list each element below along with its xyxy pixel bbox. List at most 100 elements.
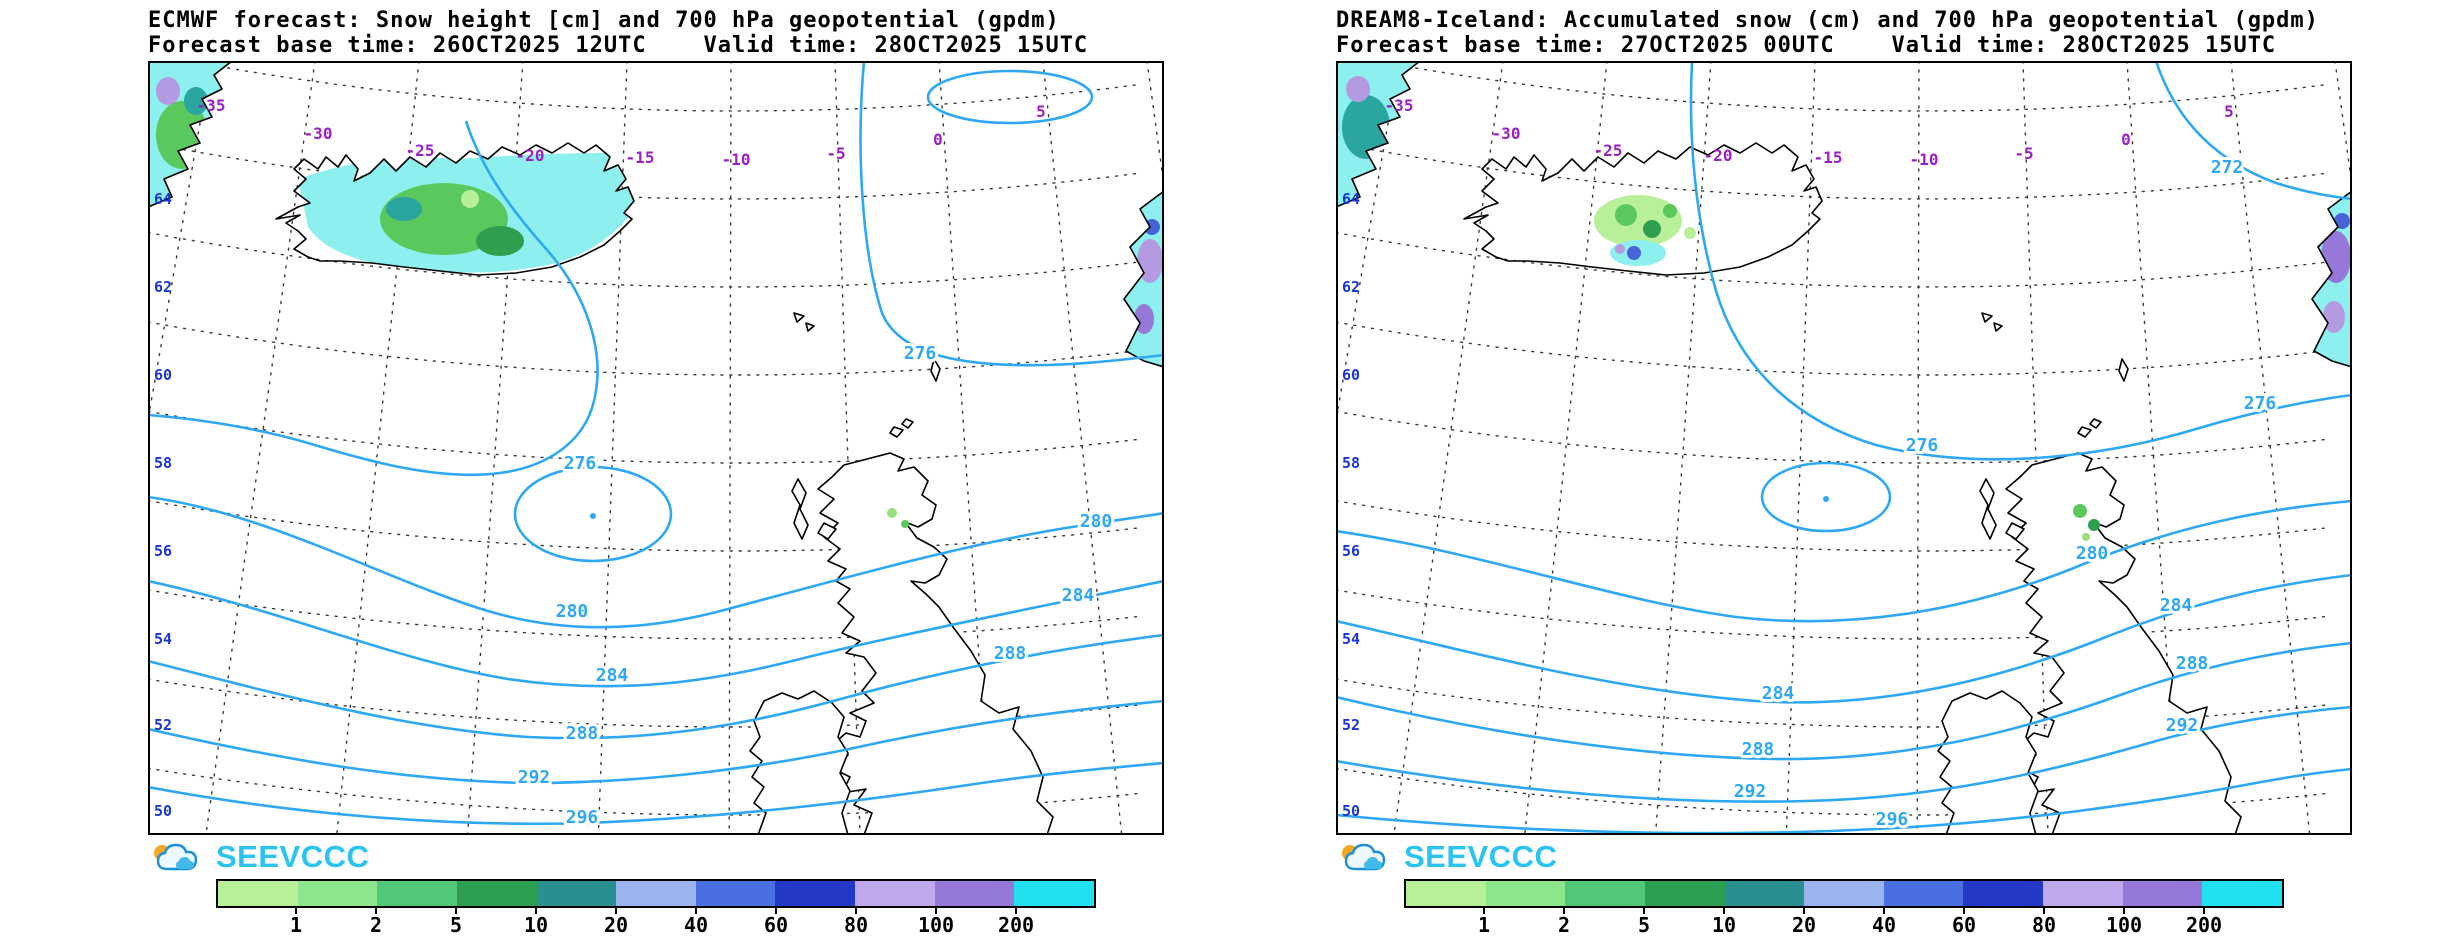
graticule-meridian [205, 61, 316, 836]
cloud-inner-icon [176, 857, 194, 870]
lat-label: 54 [1342, 630, 1360, 648]
colorbar-tick-mark [455, 906, 457, 915]
colorbar-tick-mark [1803, 906, 1805, 915]
seevccc-logo-text: SEEVCCC [216, 839, 370, 875]
graticule-meridian [938, 61, 992, 836]
graticule-meridian [335, 61, 420, 836]
graticule-parallel [1336, 500, 2329, 552]
lon-label: 0 [2121, 130, 2131, 149]
lon-label: 0 [933, 130, 943, 149]
graticule-parallel [148, 232, 1141, 288]
colorbar-tick-mark [775, 906, 777, 915]
lat-label: 62 [1342, 278, 1360, 296]
colorbar-tick-label: 10 [1711, 913, 1737, 937]
longitude-labels: -35 -30 -25 -20 -15 -10 -5 0 5 [1385, 96, 2234, 169]
colorbar-segment [377, 881, 457, 907]
lat-label: 64 [154, 190, 172, 208]
contour-284 [1336, 573, 2352, 704]
lon-label: -15 [1814, 148, 1843, 167]
colorbar-tick-label: 5 [449, 913, 463, 937]
lon-label: -5 [2014, 144, 2033, 163]
lon-label: -35 [197, 96, 226, 115]
panel-ecmwf: ECMWF forecast: Snow height [cm] and 700… [148, 8, 1164, 937]
lon-label: -30 [304, 124, 333, 143]
colorbar-tick-mark [1643, 906, 1645, 915]
lon-label: -10 [1910, 150, 1939, 169]
graticule-meridian [1916, 61, 1920, 836]
colorbar-tick-mark [695, 906, 697, 915]
colorbar-tick-mark [2043, 906, 2045, 915]
colorbar-tick-label: 200 [2185, 913, 2223, 937]
lat-label: 50 [154, 802, 172, 820]
colorbar-tick-label: 1 [289, 913, 303, 937]
colorbar-tick-label: 2 [369, 913, 383, 937]
contour-label: 284 [1762, 683, 1795, 704]
graticule-parallel [148, 321, 1141, 376]
graticule-meridian [1523, 61, 1608, 836]
colorbar-segment [1014, 881, 1095, 907]
graticule-parallel [1372, 61, 2329, 112]
colorbar-tick-label: 200 [997, 913, 1035, 937]
graticule-parallel [148, 500, 1141, 552]
contour-label: 296 [566, 807, 599, 828]
contour-288 [148, 633, 1164, 740]
graticule-parallel [1336, 232, 2329, 288]
longitude-labels: -35 -30 -25 -20 -15 -10 -5 0 5 [197, 96, 1046, 169]
graticule-meridian [2230, 61, 2311, 836]
colorbar-tick-label: 100 [917, 913, 955, 937]
colorbar-tick-label: 1 [1477, 913, 1491, 937]
snow-norway [2312, 191, 2352, 368]
contour-label: 288 [994, 643, 1027, 664]
colorbar-segment [934, 881, 1015, 907]
low-center-marker [590, 513, 596, 520]
graticule-parallel [148, 142, 1141, 200]
contour-276-low [1760, 461, 1892, 533]
colorbar-tick-mark [1483, 906, 1485, 915]
panel-dream8: DREAM8-Iceland: Accumulated snow (cm) an… [1336, 8, 2352, 937]
lat-label: 50 [1342, 802, 1360, 820]
graticule-parallel [1336, 321, 2329, 376]
contour-label: 280 [1080, 511, 1113, 532]
contour-296 [1336, 767, 2352, 835]
colorbar-segment [855, 881, 935, 907]
graticule-meridian [597, 61, 628, 836]
lat-label: 60 [1342, 366, 1360, 384]
contour-label: 292 [1734, 781, 1767, 802]
contour-292 [148, 699, 1164, 785]
graticule-meridian [1146, 61, 1164, 192]
contour-label: 276 [904, 343, 937, 364]
colorbar-tick-mark [1723, 906, 1725, 915]
seevccc-cloud-icon [154, 843, 198, 871]
colorbar-tick-label: 2 [1557, 913, 1571, 937]
colorbar-segment [2043, 881, 2123, 907]
low-center-marker [1823, 496, 1829, 503]
colorbar-tick-label: 100 [2105, 913, 2143, 937]
colorbar-segment [616, 881, 696, 907]
contour-label: 288 [566, 723, 599, 744]
colorbar-segment [1963, 881, 2044, 907]
lat-label: 64 [1342, 190, 1360, 208]
graticule-parallel [1336, 410, 2329, 464]
snow-iceland [1594, 195, 1696, 267]
contour-label: 280 [2076, 543, 2109, 564]
contour-288 [1336, 641, 2352, 761]
graticule-parallel [1336, 589, 2329, 640]
snow-scotland [2073, 504, 2100, 542]
cloud-inner-icon [1364, 857, 1382, 870]
lat-label: 58 [154, 454, 172, 472]
seevccc-logo-text: SEEVCCC [1404, 839, 1558, 875]
latitude-labels: 64 62 60 58 56 54 52 50 [154, 190, 172, 820]
panel-subtitle: Forecast base time: 27OCT2025 00UTC Vali… [1336, 33, 2277, 59]
contour-276-trough [148, 120, 599, 477]
colorbar-tick-label: 60 [1951, 913, 1977, 937]
lon-label: -20 [1704, 146, 1733, 165]
contour-label: 292 [2166, 715, 2199, 736]
colorbar-tick-label: 10 [523, 913, 549, 937]
contour-label: 276 [1906, 435, 1939, 456]
colorbar-bar [1404, 879, 2284, 909]
seevccc-logo: SEEVCCC [150, 837, 1164, 877]
lat-label: 60 [154, 366, 172, 384]
colorbar-tick-mark [1963, 906, 1965, 915]
contour-272 [2154, 61, 2352, 201]
graticule-parallel [184, 61, 1141, 112]
